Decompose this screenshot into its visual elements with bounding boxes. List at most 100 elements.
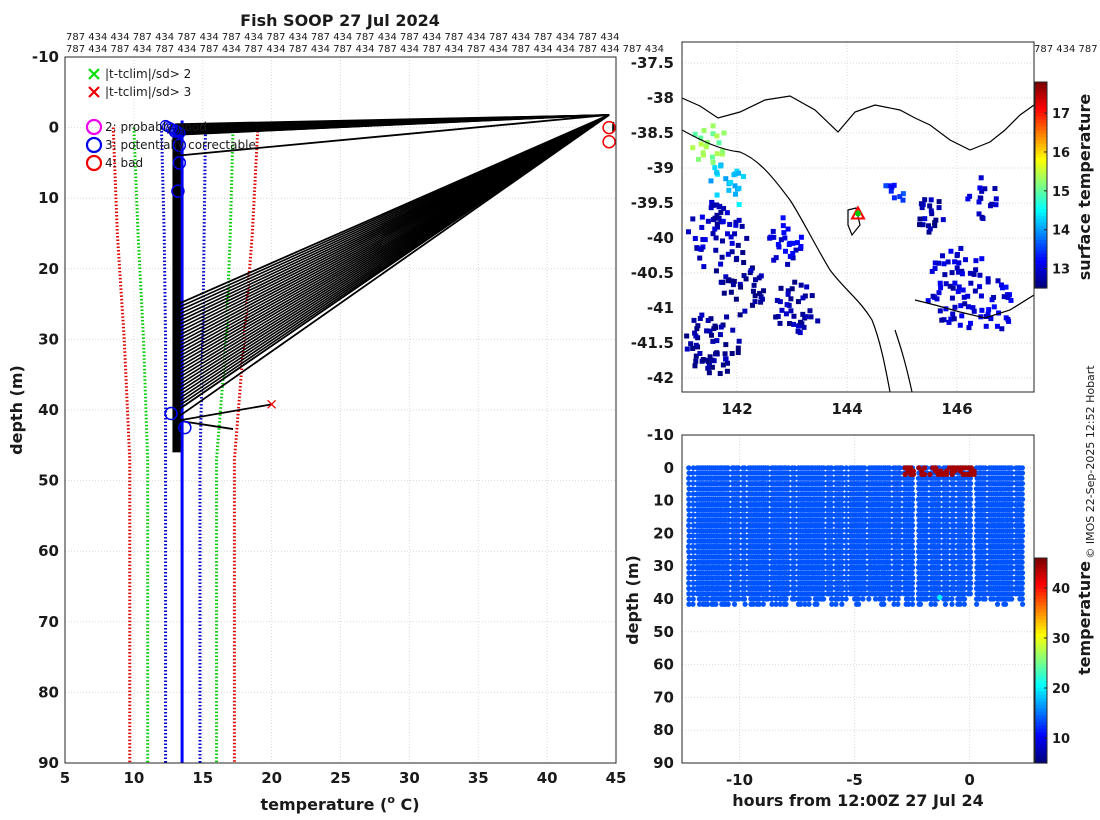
temperature-point: [1019, 465, 1025, 471]
profile-ytick-label: 20: [38, 260, 59, 278]
sst-cell: [999, 326, 1005, 332]
sst-cell: [729, 351, 735, 357]
profile-ytick-label: 60: [38, 542, 59, 560]
temperature-point: [735, 465, 741, 471]
sst-cell: [947, 283, 953, 289]
temperature-point: [961, 570, 967, 576]
ts-ytick-label: -10: [647, 426, 674, 444]
temperature-point: [843, 585, 849, 592]
temperature-point: [690, 564, 696, 571]
temperature-point: [735, 554, 741, 560]
temperature-point: [828, 480, 835, 487]
ts-colorbar-segment: [1035, 561, 1047, 566]
timeseries-colorbar: 10 20 30 40: [1034, 557, 1070, 764]
temperature-point: [820, 501, 826, 508]
temperature-point: [951, 522, 957, 529]
ts-colorbar-segment: [1035, 616, 1047, 621]
sst-cell: [718, 279, 724, 285]
temperature-point: [897, 533, 903, 539]
temperature-point: [1009, 533, 1015, 539]
temperature-point: [909, 512, 915, 518]
sst-cell: [959, 268, 965, 274]
map-colorbar-segment: [1035, 239, 1047, 244]
map-colorbar-tick-label: 17: [1052, 107, 1070, 122]
sst-cell: [771, 257, 777, 263]
temperature-point: [742, 475, 748, 481]
map-colorbar-segment: [1035, 246, 1047, 251]
map-colorbar-segment: [1035, 219, 1047, 224]
sst-cell: [936, 290, 942, 296]
temperature-point: [829, 533, 835, 539]
temperature-point: [742, 575, 748, 581]
sst-cell: [930, 293, 936, 299]
sst-cell: [998, 282, 1004, 288]
map-colorbar-tick-label: 15: [1052, 185, 1070, 200]
ts-colorbar-segment: [1035, 609, 1047, 614]
sst-cell: [918, 201, 924, 207]
temperature-point: [792, 517, 798, 523]
temperature-point: [764, 528, 770, 534]
sst-cell: [788, 296, 794, 302]
sst-cell: [725, 360, 731, 366]
sst-cell: [699, 224, 705, 230]
temperature-point: [760, 601, 766, 607]
temperature-point: [909, 601, 916, 607]
sst-cell: [994, 323, 1000, 329]
temperature-point: [764, 496, 771, 502]
temperature-point: [909, 533, 915, 539]
temperature-point: [791, 507, 798, 513]
profile-xtick-label: 35: [468, 769, 489, 787]
temperature-point: [936, 491, 942, 497]
temperature-point: [1019, 512, 1025, 518]
map-colorbar-segment: [1035, 236, 1047, 241]
ts-colorbar-segment: [1035, 684, 1047, 689]
temperature-point: [897, 543, 903, 550]
sst-cell: [709, 154, 715, 160]
temperature-point: [961, 486, 968, 492]
temperature-point: [945, 533, 951, 539]
hot-temperature-point: [971, 471, 977, 477]
temperature-point: [968, 480, 974, 487]
sst-cell: [735, 242, 741, 248]
temperature-point: [1019, 507, 1025, 513]
sst-cell: [726, 277, 732, 283]
sst-cell: [693, 333, 699, 339]
sst-cell: [978, 293, 984, 299]
temperature-point: [982, 522, 988, 529]
ts-ytick-label: 90: [653, 754, 674, 772]
temperature-point: [1019, 591, 1025, 597]
sst-cell: [775, 241, 781, 247]
temperature-point: [909, 475, 915, 481]
temperature-point: [843, 507, 849, 513]
profile-ytick-label: 40: [38, 401, 59, 419]
ts-colorbar-segment: [1035, 575, 1047, 580]
temperature-point: [982, 559, 988, 565]
sst-cell: [741, 260, 747, 266]
sst-cell: [808, 314, 814, 320]
temperature-point: [843, 564, 850, 571]
temperature-point: [742, 496, 748, 502]
sst-cell: [712, 226, 718, 232]
temperature-point: [725, 543, 732, 550]
temperature-point: [1009, 496, 1015, 502]
temperature-point: [909, 528, 915, 534]
sst-cell: [804, 284, 810, 290]
profile-ytick-label: 10: [38, 189, 59, 207]
map-colorbar-segment: [1035, 112, 1047, 117]
temperature-point: [1019, 533, 1026, 539]
ts-colorbar-segment: [1035, 622, 1047, 627]
temperature-point: [967, 528, 974, 534]
temperature-point: [1009, 538, 1015, 544]
ts-colorbar-segment: [1035, 558, 1047, 563]
sst-cell: [699, 214, 705, 220]
temperature-point: [690, 575, 696, 581]
sst-cell: [693, 353, 699, 359]
temperature-point: [961, 580, 967, 586]
temperature-point: [1019, 522, 1026, 529]
temperature-point: [1019, 549, 1025, 555]
sst-cell: [789, 286, 795, 292]
map-colorbar-segment: [1035, 99, 1047, 104]
temperature-point: [690, 501, 696, 508]
sst-cell: [714, 212, 720, 218]
map-colorbar-segment: [1035, 212, 1047, 217]
